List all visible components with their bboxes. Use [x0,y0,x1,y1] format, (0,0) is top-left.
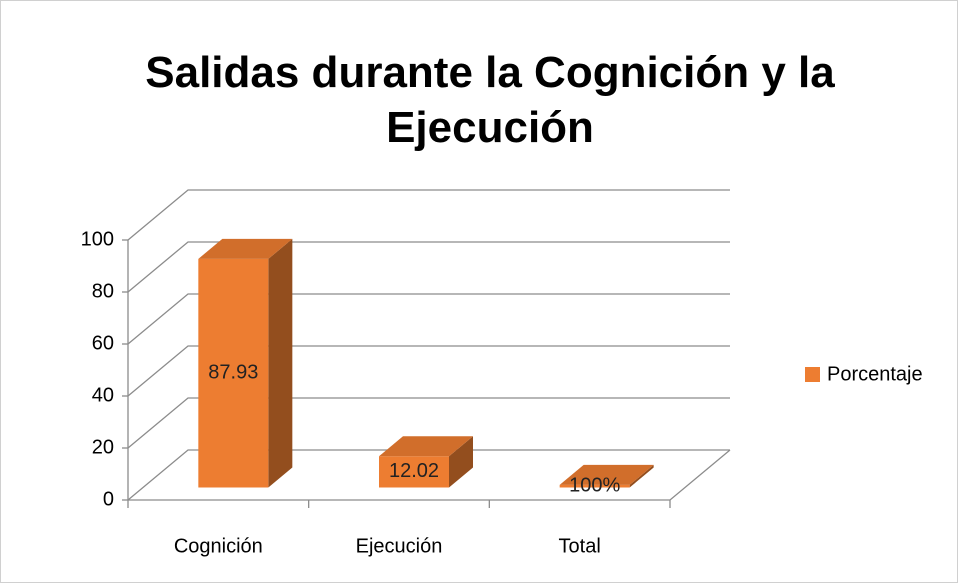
data-label: 100% [569,474,620,496]
bar-top [379,436,473,457]
bar-top [559,464,654,485]
y-tick-label: 80 [92,280,114,302]
bar-front [379,456,449,488]
grid-line [127,241,730,293]
x-tick-label: Cognición [174,535,263,557]
bar-front [559,484,630,488]
grid-line [127,345,730,397]
y-tick-label: 100 [81,228,114,250]
y-tick-label: 20 [92,436,114,458]
bar-side [268,238,293,488]
bar-side [449,436,473,488]
y-tick-label: 0 [103,488,114,510]
chart-title: Salidas durante la Cognición y la Ejecuci… [145,48,835,152]
y-tick-label: 40 [92,384,114,406]
bar-front [198,258,269,488]
x-tick-label: Total [559,535,601,557]
data-label: 12.02 [389,460,439,482]
data-label: 87.93 [208,361,258,383]
grid-line [127,189,730,241]
legend-swatch [805,367,820,382]
grid-line [127,449,730,501]
legend-label: Porcentaje [827,363,923,385]
bar-top [198,238,293,259]
y-tick-label: 60 [92,332,114,354]
grid-line [127,293,730,345]
grid-line [127,397,730,449]
bar-side [629,464,654,488]
x-tick-label: Ejecución [356,535,443,557]
